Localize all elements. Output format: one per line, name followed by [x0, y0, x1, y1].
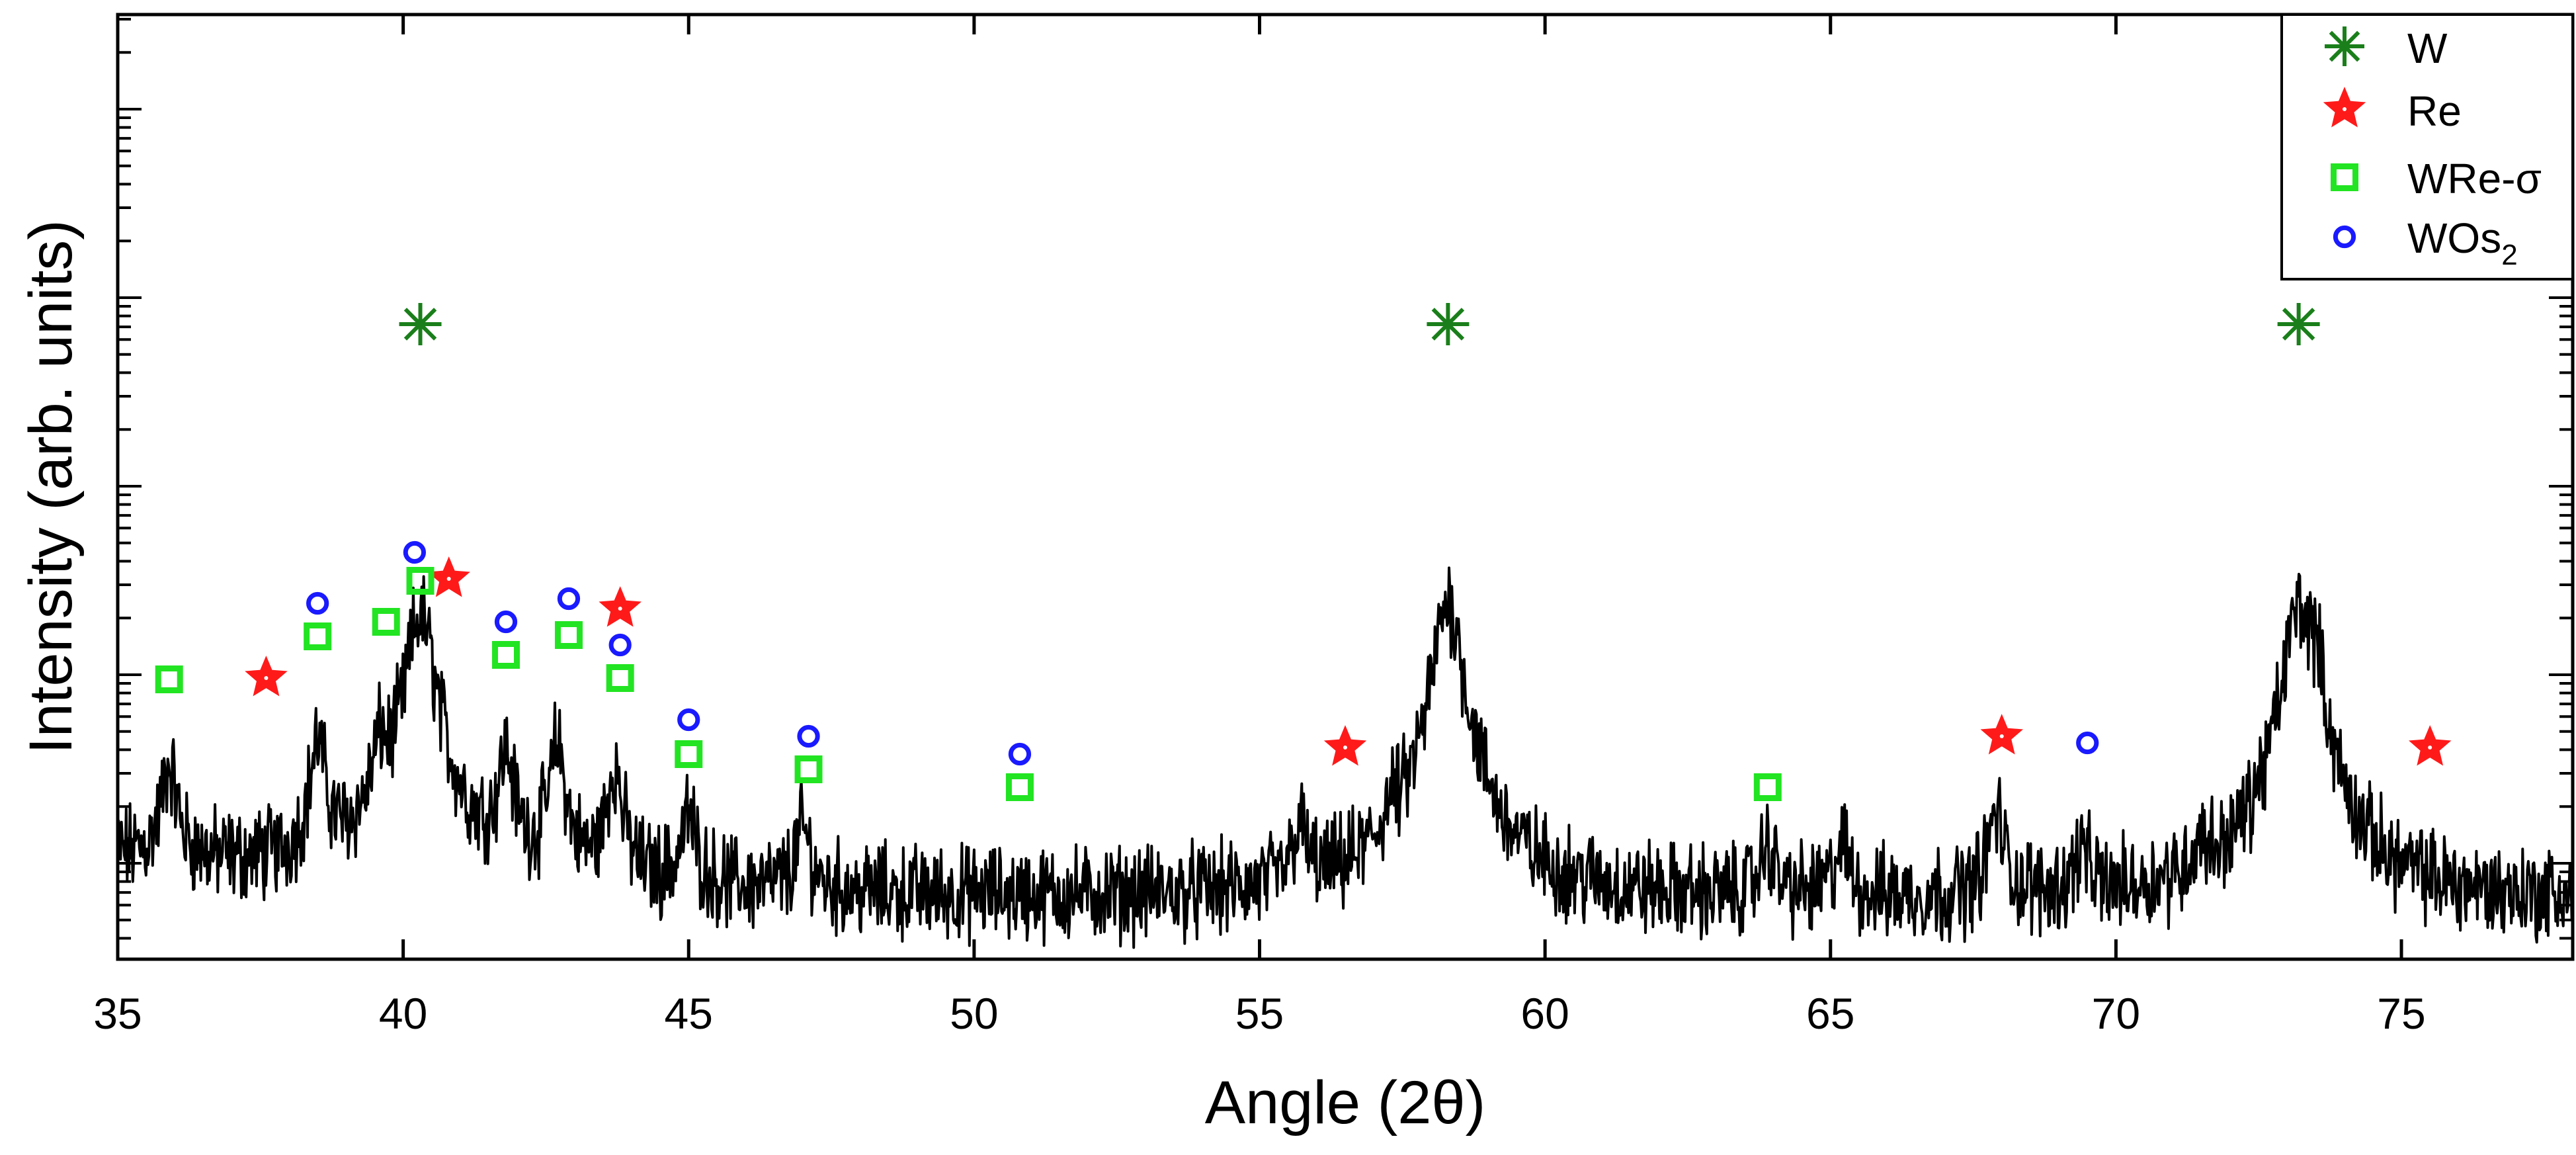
- marker-circle-50_8: [1008, 742, 1032, 766]
- marker-square-47_1: [794, 755, 823, 783]
- marker-circle-47_1: [797, 724, 820, 748]
- x-tick-label-40: 40: [379, 989, 427, 1038]
- x-tick-label-75: 75: [2377, 989, 2425, 1038]
- marker-square-50_8: [1005, 773, 1034, 801]
- marker-square-45: [675, 740, 703, 768]
- marker-asterisk-58_3: [1427, 303, 1470, 345]
- legend-label-wre-sigma: WRe-σ: [2407, 155, 2542, 202]
- x-tick-label-65: 65: [1806, 989, 1854, 1038]
- legend: W Re WRe-σ WOs2: [2280, 13, 2574, 280]
- legend-label-re: Re: [2407, 87, 2462, 135]
- marker-star-37_6: [245, 656, 288, 697]
- marker-square-41_8: [492, 641, 520, 669]
- marker-square-40_3: [406, 567, 435, 595]
- marker-circle-43_8: [608, 633, 632, 657]
- x-tick-label-70: 70: [2092, 989, 2140, 1038]
- marker-star-43_8: [599, 586, 642, 627]
- marker-square-35_9: [155, 665, 183, 693]
- x-tick-label-50: 50: [950, 989, 998, 1038]
- x-tick-label-35: 35: [93, 989, 142, 1038]
- marker-circle-38_5: [306, 591, 329, 615]
- marker-circle-69_5: [2076, 731, 2099, 755]
- marker-asterisk-40_3: [399, 303, 442, 345]
- marker-square-63_9: [1753, 773, 1782, 801]
- legend-symbol-circle: [2333, 225, 2356, 249]
- marker-circle-41_8: [494, 610, 518, 634]
- x-tick-label-45: 45: [665, 989, 713, 1038]
- y-axis-label: Intensity (arb. units): [17, 220, 85, 754]
- marker-star-40_8: [427, 556, 470, 597]
- marker-square-39_7: [372, 608, 400, 636]
- legend-label-w: W: [2407, 24, 2448, 72]
- marker-star-68: [1980, 714, 2024, 755]
- marker-star-75_5: [2409, 725, 2452, 766]
- marker-circle-42_9: [557, 587, 581, 611]
- legend-symbol-star: [2323, 87, 2366, 128]
- x-tick-label-55: 55: [1235, 989, 1284, 1038]
- marker-star-56_5: [1323, 725, 1367, 766]
- x-tick-label-60: 60: [1520, 989, 1569, 1038]
- x-axis-label: Angle (2θ): [1205, 1069, 1485, 1136]
- legend-symbol-asterisk: [2325, 26, 2364, 66]
- legend-label-wos2-sub: 2: [2501, 239, 2517, 271]
- legend-label-wos2: WOs2: [2407, 214, 2518, 271]
- marker-circle-45: [677, 708, 700, 732]
- xrd-pattern-line: [116, 566, 2574, 949]
- marker-circle-40_2: [403, 540, 427, 564]
- marker-square-42_9: [554, 621, 583, 649]
- marker-square-43_8: [606, 664, 634, 692]
- marker-square-38_5: [304, 622, 332, 650]
- legend-label-wos2-main: WOs: [2407, 214, 2501, 262]
- marker-asterisk-73_2: [2277, 303, 2320, 345]
- legend-symbol-square: [2331, 163, 2358, 191]
